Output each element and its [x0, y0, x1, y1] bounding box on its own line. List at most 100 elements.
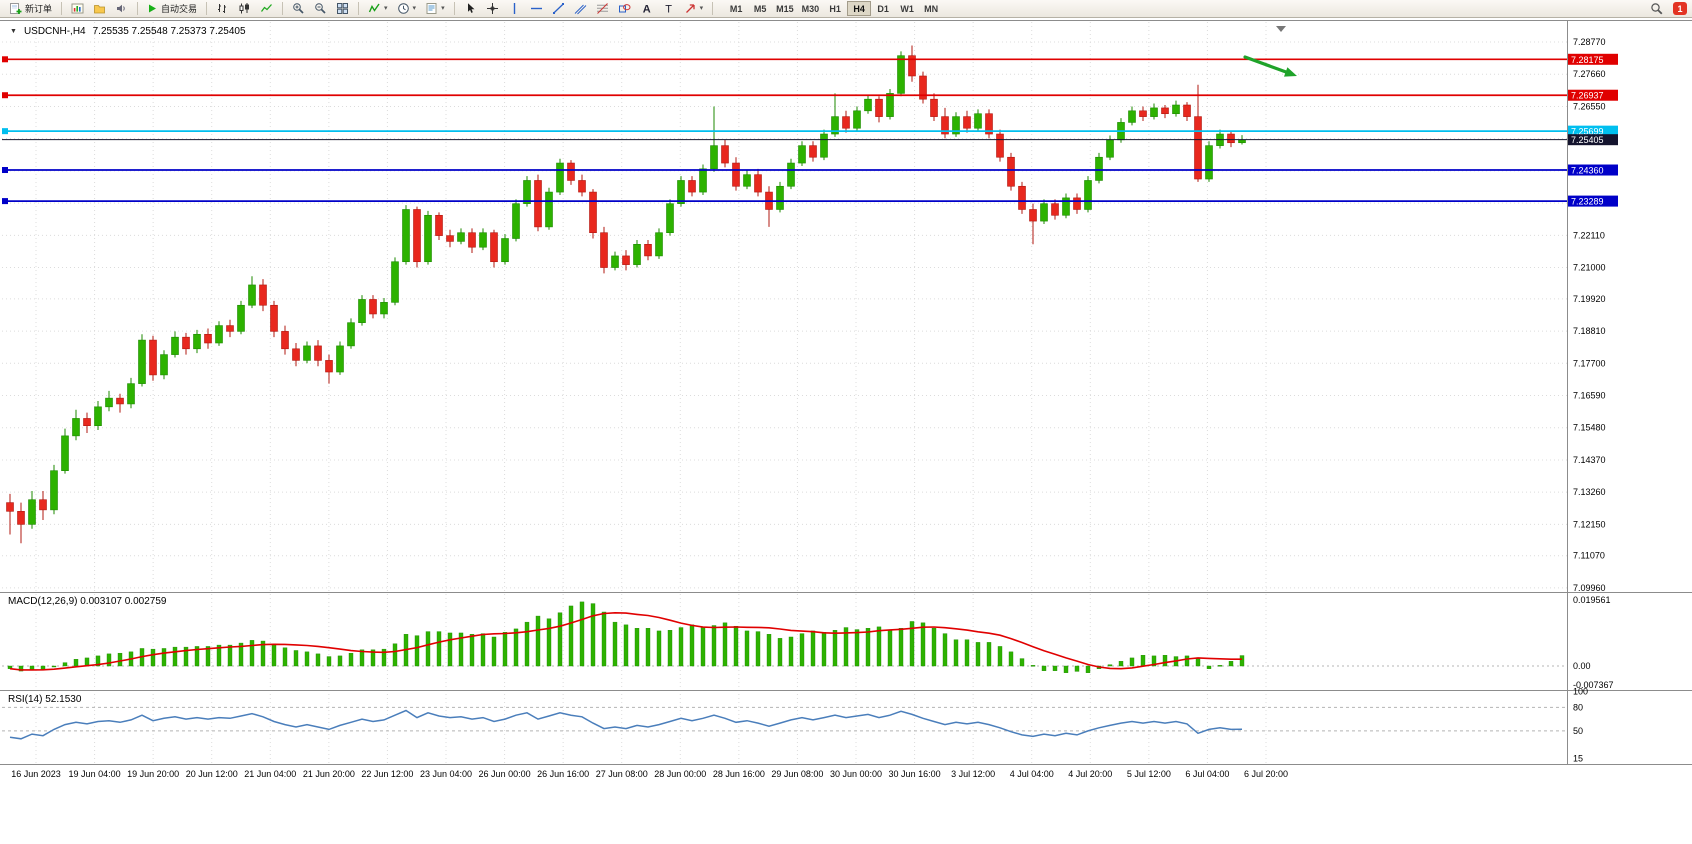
horizontal-line-icon	[530, 7, 542, 10]
indicators-button[interactable]: ▾	[364, 1, 392, 17]
svg-text:19 Jun 20:00: 19 Jun 20:00	[127, 769, 179, 779]
price-scale[interactable]: 7.287707.276607.265507.254407.243307.232…	[1568, 37, 1618, 763]
title-marker-icon: ▼	[10, 28, 17, 35]
timeframe-button-m1[interactable]: M1	[724, 1, 748, 16]
trendline-button[interactable]	[548, 1, 569, 17]
candlestick-chart-icon	[239, 3, 250, 14]
svg-text:26 Jun 00:00: 26 Jun 00:00	[479, 769, 531, 779]
panel-borders	[0, 20, 1692, 765]
svg-text:7.09960: 7.09960	[1573, 583, 1606, 593]
zoom-out-button[interactable]	[310, 1, 331, 17]
equidistant-channel-button[interactable]	[570, 1, 591, 17]
svg-text:7.28175: 7.28175	[1571, 55, 1604, 65]
bar-chart-icon	[218, 4, 227, 13]
candlestick-series	[6, 45, 1246, 544]
tile-windows-icon	[337, 3, 349, 14]
templates-icon	[426, 3, 437, 14]
line-chart-button[interactable]	[256, 1, 277, 17]
toolbar: 新订单 自动交易	[0, 0, 1692, 18]
svg-text:T: T	[665, 4, 672, 16]
notification-badge[interactable]: 1	[1673, 2, 1687, 15]
arrows-tool-button[interactable]: ▾	[680, 1, 708, 17]
fibonacci-icon	[596, 3, 608, 14]
svg-text:0.019561: 0.019561	[1573, 595, 1611, 605]
crosshair-icon	[486, 3, 498, 14]
svg-text:19 Jun 04:00: 19 Jun 04:00	[69, 769, 121, 779]
speaker-icon	[117, 4, 125, 13]
svg-text:28 Jun 16:00: 28 Jun 16:00	[713, 769, 765, 779]
label-tool-button[interactable]: T	[658, 1, 679, 17]
zoom-in-icon	[293, 3, 304, 14]
text-tool-button[interactable]: A	[636, 1, 657, 17]
indicators-icon	[368, 3, 380, 13]
timeframe-button-m5[interactable]: M5	[748, 1, 772, 16]
svg-text:-0.007367: -0.007367	[1573, 680, 1614, 690]
cursor-button[interactable]	[460, 1, 481, 17]
text-tool-icon: A	[642, 4, 650, 16]
new-order-icon	[10, 3, 22, 14]
svg-text:7.18810: 7.18810	[1573, 326, 1606, 336]
zoom-out-icon	[315, 3, 326, 14]
horizontal-line-button[interactable]	[526, 1, 547, 17]
chart-canvas[interactable]: 7.287707.276607.265507.254407.243307.232…	[0, 18, 1692, 844]
candlestick-chart-button[interactable]	[234, 1, 255, 17]
rsi-label: RSI(14) 52.1530	[8, 694, 82, 705]
chart-symbol-period: USDCNH-,H4	[23, 26, 86, 37]
shapes-icon	[618, 4, 631, 13]
vertical-line-button[interactable]	[504, 1, 525, 17]
svg-text:21 Jun 20:00: 21 Jun 20:00	[303, 769, 355, 779]
chart-ohlc-quote: 7.25535 7.25548 7.25373 7.25405	[92, 26, 246, 37]
trendline-icon	[552, 3, 564, 14]
vertical-line-icon	[513, 3, 515, 14]
autotrading-button[interactable]: 自动交易	[143, 1, 201, 17]
svg-text:16 Jun 2023: 16 Jun 2023	[11, 769, 61, 779]
chart-window[interactable]: 7.287707.276607.265507.254407.243307.232…	[0, 18, 1692, 844]
horizontal-line-objects[interactable]	[2, 56, 1567, 205]
svg-text:7.24360: 7.24360	[1571, 166, 1604, 176]
svg-text:7.21000: 7.21000	[1573, 263, 1606, 273]
bar-chart-button[interactable]	[212, 1, 233, 17]
arrow-annotation[interactable]	[1243, 26, 1297, 77]
new-order-button[interactable]: 新订单	[5, 1, 56, 17]
dropdown-caret-icon: ▾	[441, 5, 445, 12]
separator	[206, 2, 208, 15]
timeframe-button-mn[interactable]: MN	[919, 1, 943, 16]
svg-text:7.25699: 7.25699	[1571, 127, 1604, 137]
separator	[61, 2, 63, 15]
svg-text:7.23289: 7.23289	[1571, 197, 1604, 207]
svg-text:7.11070: 7.11070	[1573, 551, 1605, 561]
fibonacci-button[interactable]	[592, 1, 613, 17]
svg-text:5 Jul 12:00: 5 Jul 12:00	[1127, 769, 1171, 779]
timeframe-button-m30[interactable]: M30	[798, 1, 824, 16]
time-scale[interactable]: 16 Jun 2023 19 Jun 04:00 19 Jun 20:00 20 Ju…	[11, 769, 1288, 779]
svg-text:7.16590: 7.16590	[1573, 391, 1606, 401]
autotrading-label: 自动交易	[161, 4, 198, 14]
svg-text:7.12150: 7.12150	[1573, 519, 1606, 529]
timeframe-button-h4[interactable]: H4	[847, 1, 872, 16]
timeframe-button-h1[interactable]: H1	[823, 1, 847, 16]
svg-text:28 Jun 00:00: 28 Jun 00:00	[654, 769, 706, 779]
templates-button[interactable]: ▾	[421, 1, 449, 17]
equidistant-channel-icon	[574, 4, 586, 15]
separator	[358, 2, 360, 15]
shapes-button[interactable]	[614, 1, 635, 17]
profiles-button[interactable]	[89, 1, 110, 17]
zoom-in-button[interactable]	[288, 1, 309, 17]
timeframe-button-m15[interactable]: M15	[772, 1, 798, 16]
periods-button[interactable]: ▾	[393, 1, 421, 17]
crosshair-button[interactable]	[482, 1, 503, 17]
svg-text:A: A	[642, 4, 650, 16]
search-button[interactable]	[1646, 1, 1668, 17]
new-chart-button[interactable]	[67, 1, 88, 17]
svg-text:7.17700: 7.17700	[1573, 358, 1606, 368]
svg-text:7.26937: 7.26937	[1571, 91, 1604, 101]
dropdown-caret-icon: ▾	[412, 5, 417, 12]
svg-text:7.27660: 7.27660	[1573, 69, 1606, 79]
timeframe-button-w1[interactable]: W1	[895, 1, 919, 16]
timeframe-button-d1[interactable]: D1	[871, 1, 895, 16]
svg-text:6 Jul 20:00: 6 Jul 20:00	[1244, 769, 1288, 779]
svg-text:6 Jul 04:00: 6 Jul 04:00	[1185, 769, 1229, 779]
sounds-button[interactable]	[111, 1, 132, 17]
tile-windows-button[interactable]	[332, 1, 353, 17]
